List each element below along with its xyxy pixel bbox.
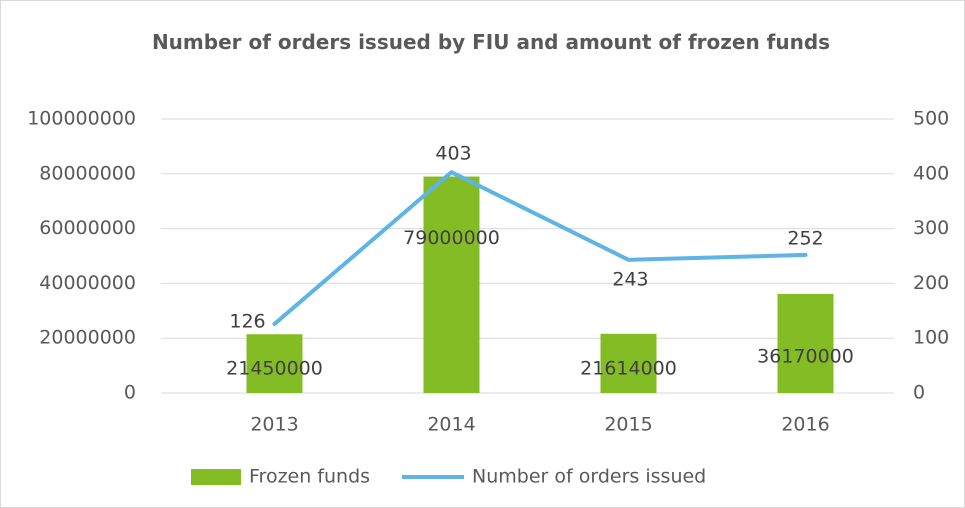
y2-tick-label: 400 — [913, 162, 949, 184]
y2-tick-label: 0 — [913, 382, 925, 404]
y-tick-label: 80000000 — [39, 162, 136, 184]
data-label: 36170000 — [757, 346, 854, 368]
data-label: 21614000 — [580, 358, 677, 380]
data-label: 403 — [435, 143, 471, 165]
data-label: 79000000 — [403, 227, 500, 249]
y-tick-label: 100000000 — [27, 108, 136, 130]
y2-tick-label: 500 — [913, 108, 949, 130]
x-tick-label: 2015 — [604, 414, 652, 436]
x-tick-label: 2014 — [427, 414, 475, 436]
y2-tick-label: 300 — [913, 217, 949, 239]
chart-title: Number of orders issued by FIU and amoun… — [151, 30, 831, 54]
bar — [777, 293, 834, 393]
data-label: 21450000 — [226, 358, 323, 380]
bar — [246, 334, 303, 393]
legend-label: Frozen funds — [249, 466, 370, 488]
y-tick-label: 40000000 — [39, 272, 136, 294]
bar — [423, 176, 480, 393]
y-tick-label: 0 — [124, 382, 136, 404]
line — [272, 170, 808, 326]
data-label: 126 — [229, 310, 265, 332]
data-label: 243 — [612, 268, 648, 290]
legend-label: Number of orders issued — [472, 466, 706, 488]
y2-tick-label: 200 — [913, 272, 949, 294]
y-tick-label: 20000000 — [39, 327, 136, 349]
x-tick-label: 2016 — [781, 414, 829, 436]
data-label: 252 — [787, 227, 823, 249]
y-tick-label: 60000000 — [39, 217, 136, 239]
x-tick-label: 2013 — [250, 414, 298, 436]
y2-tick-label: 100 — [913, 327, 949, 349]
bar — [600, 333, 657, 393]
legend-swatch — [191, 469, 241, 485]
